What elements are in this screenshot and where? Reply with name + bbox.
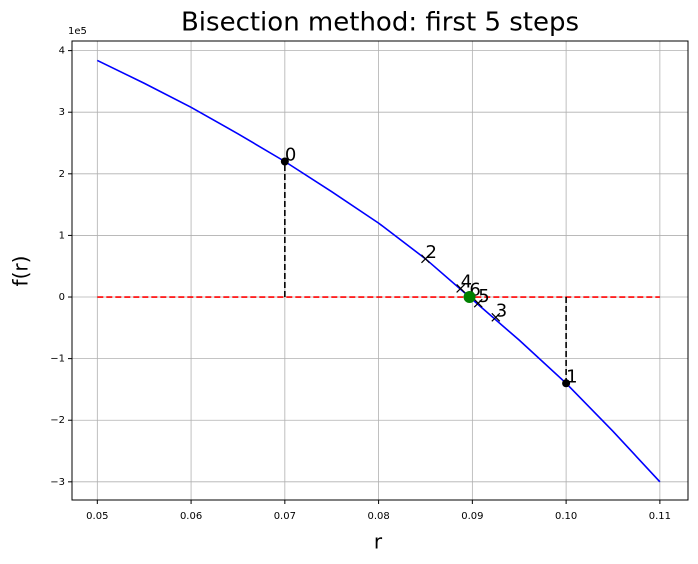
- point-label: 2: [425, 242, 436, 263]
- x-tick-label: 0.06: [180, 511, 202, 522]
- x-tick-label: 0.07: [274, 511, 296, 522]
- plot-frame: [71, 40, 689, 501]
- point-label: 1: [566, 366, 577, 387]
- point: [491, 312, 501, 322]
- point-label: 3: [496, 300, 507, 321]
- y-tick-label: 2: [59, 169, 65, 180]
- y-axis-label: f(r): [9, 256, 33, 287]
- point: [421, 254, 430, 264]
- x-tick-label: 0.09: [461, 511, 483, 522]
- y-tick-label: −2: [50, 415, 65, 426]
- point-label: 0: [285, 144, 296, 165]
- x-tick-label: 0.05: [86, 511, 108, 522]
- x-axis-label: r: [374, 530, 383, 554]
- point: [562, 379, 571, 388]
- chart-title: Bisection method: first 5 steps: [181, 8, 579, 38]
- y-tick-label: 3: [59, 107, 65, 118]
- point-label: 4: [461, 271, 472, 292]
- point: [280, 157, 289, 166]
- y-tick-label: 1: [59, 230, 65, 241]
- y-tick-label: −3: [50, 477, 65, 488]
- point-label: 6: [469, 279, 480, 300]
- point: [473, 298, 483, 308]
- y-offset-label: 1e5: [68, 26, 87, 37]
- x-tick-label: 0.10: [555, 511, 577, 522]
- y-tick-label: 4: [59, 46, 65, 57]
- point: [456, 283, 466, 293]
- y-tick-label: 0: [59, 292, 65, 303]
- y-tick-label: −1: [50, 354, 65, 365]
- point-label: 5: [478, 286, 489, 307]
- x-tick-label: 0.11: [649, 511, 671, 522]
- root-point: [463, 291, 476, 304]
- x-tick-label: 0.08: [367, 511, 389, 522]
